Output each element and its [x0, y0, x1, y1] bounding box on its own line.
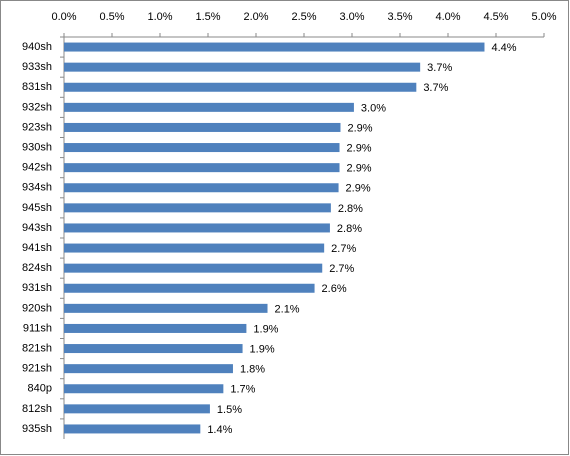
x-tick-label: 0.5% [99, 11, 124, 23]
x-tick-label: 3.0% [339, 11, 364, 23]
bar [64, 303, 268, 313]
y-tick-label: 911sh [23, 322, 52, 334]
y-tick-label: 935sh [22, 423, 52, 435]
y-tick-label: 941sh [22, 242, 52, 254]
x-tick-label: 2.0% [243, 11, 268, 23]
x-tick-label: 4.0% [435, 11, 460, 23]
bar [64, 243, 325, 253]
data-label: 1.8% [240, 364, 265, 376]
x-tick-label: 5.0% [531, 11, 556, 23]
data-label: 2.1% [275, 303, 300, 315]
y-tick-label: 923sh [22, 121, 52, 133]
bar [64, 263, 323, 273]
data-label: 2.8% [338, 203, 363, 215]
data-label: 1.7% [230, 384, 255, 396]
bar [64, 364, 233, 374]
y-tick-label: 840p [28, 383, 52, 395]
x-tick-label: 4.5% [483, 11, 508, 23]
data-label: 1.5% [217, 404, 242, 416]
data-label: 1.9% [250, 343, 275, 355]
bar [64, 143, 340, 153]
y-tick-label: 945sh [22, 202, 52, 214]
bar [64, 42, 485, 52]
data-label: 2.9% [347, 163, 372, 175]
y-tick-label: 940sh [22, 41, 52, 53]
bar [64, 62, 421, 72]
y-tick-label: 824sh [22, 262, 52, 274]
y-tick-label: 821sh [22, 342, 52, 354]
bar [64, 102, 354, 112]
y-tick-label: 934sh [22, 182, 52, 194]
data-label: 2.9% [346, 183, 371, 195]
bar [64, 163, 340, 173]
bar [64, 404, 210, 414]
data-label: 1.9% [253, 323, 278, 335]
data-label: 3.7% [423, 82, 448, 94]
bar [64, 344, 243, 354]
bar [64, 283, 315, 293]
data-label: 2.9% [347, 142, 372, 154]
data-label: 2.8% [337, 223, 362, 235]
y-tick-label: 931sh [22, 282, 52, 294]
data-label: 2.7% [329, 263, 354, 275]
data-label: 2.7% [331, 243, 356, 255]
y-tick-label: 932sh [22, 101, 52, 113]
x-tick-label: 0.0% [51, 11, 76, 23]
bar [64, 223, 330, 233]
x-tick-label: 3.5% [387, 11, 412, 23]
data-label: 1.4% [207, 424, 232, 436]
bar [64, 384, 224, 394]
bar [64, 82, 417, 92]
data-label: 3.0% [361, 102, 386, 114]
y-tick-label: 942sh [22, 162, 52, 174]
y-tick-label: 933sh [22, 61, 52, 73]
x-tick-label: 1.5% [195, 11, 220, 23]
y-tick-label: 831sh [22, 81, 52, 93]
bar [64, 424, 201, 434]
data-label: 2.9% [347, 122, 372, 134]
bar [64, 122, 341, 132]
bar [64, 183, 339, 193]
y-tick-label: 930sh [22, 141, 52, 153]
y-tick-label: 943sh [22, 222, 52, 234]
y-tick-label: 812sh [22, 403, 52, 415]
data-label: 4.4% [491, 42, 516, 54]
bar [64, 203, 331, 213]
data-label: 2.6% [322, 283, 347, 295]
y-tick-label: 920sh [22, 302, 52, 314]
y-tick-label: 921sh [22, 363, 52, 375]
data-label: 3.7% [427, 62, 452, 74]
x-tick-label: 1.0% [147, 11, 172, 23]
bar [64, 323, 247, 333]
x-tick-label: 2.5% [291, 11, 316, 23]
